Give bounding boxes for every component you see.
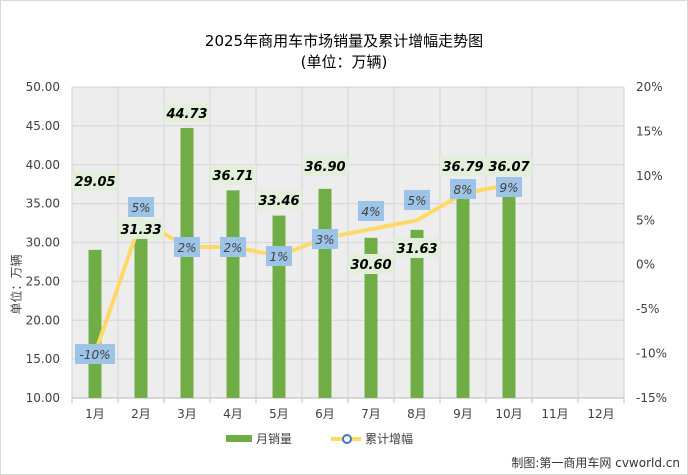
line-data-labels: -10% 5% 2% 2% 1% 3% 4% 5% 8% 9%: [75, 177, 522, 364]
line-label-box: [220, 237, 246, 257]
line-label-box: [75, 344, 115, 364]
y-axis-left: 50.00 45.00 40.00 35.00 30.00 25.00 20.00 15.00…: [26, 80, 60, 405]
line-label-box: [266, 246, 292, 266]
bar: [88, 249, 102, 398]
bar: [456, 189, 470, 398]
bar: [134, 232, 148, 398]
y2-tick-label: 5%: [636, 213, 655, 227]
y2-tick-label: -5%: [636, 302, 659, 316]
line-label-box: [450, 179, 476, 199]
legend-item-bar: 月销量: [226, 430, 292, 447]
bar: [272, 215, 286, 398]
y-tick-label: 35.00: [26, 197, 60, 211]
bar-label-box: [256, 190, 302, 210]
x-tick-label: 11月: [541, 407, 568, 421]
y-tick-label: 30.00: [26, 236, 60, 250]
line-label-box: [496, 177, 522, 197]
y-tick-label: 10.00: [26, 391, 60, 405]
bar-label-box: [348, 254, 394, 274]
bar-label-box: [164, 103, 210, 123]
line-value-label: 5%: [131, 201, 150, 215]
bar-value-label: 33.46: [258, 194, 299, 209]
bar-value-label: 44.73: [165, 107, 207, 122]
bar-swatch-icon: [226, 435, 252, 442]
y-tick-label: 25.00: [26, 274, 60, 288]
bar-value-label: 36.79: [442, 160, 483, 175]
bar-value-label: 36.71: [212, 169, 253, 184]
line-label-box: [128, 197, 154, 217]
line-value-label: 4%: [361, 205, 380, 219]
line-label-box: [404, 190, 430, 210]
y-tick-label: 50.00: [26, 80, 60, 94]
bar-label-box: [118, 219, 164, 239]
line-value-label: 9%: [499, 181, 518, 195]
y-axis-right: 20% 15% 10% 5% 0% -5% -10% -15%: [636, 80, 667, 405]
bar-value-label: 31.63: [396, 242, 437, 257]
bar-label-box: [486, 156, 532, 176]
x-tick-label: 6月: [315, 407, 335, 421]
line-value-label: 2%: [223, 241, 242, 255]
bar-value-label: 36.07: [488, 160, 530, 175]
y2-tick-label: -10%: [636, 347, 667, 361]
chart-credit: 制图:第一商用车网 cvworld.cn: [511, 456, 680, 470]
bar-value-label: 31.33: [120, 223, 161, 238]
legend-line-label: 累计增幅: [365, 432, 414, 446]
bar: [410, 229, 424, 398]
legend-bar-label: 月销量: [256, 432, 293, 446]
line-value-label: 3%: [315, 233, 334, 247]
bar-data-labels: 29.05 31.33 44.73 36.71 33.46 36.90 30.60 31.63…: [72, 103, 532, 274]
line-marker-icon: [331, 433, 361, 444]
bar-label-box: [302, 156, 348, 176]
bar: [502, 195, 516, 398]
x-tick-label: 12月: [587, 407, 614, 421]
x-tick-label: 2月: [131, 407, 151, 421]
line-value-label: 8%: [453, 183, 472, 197]
y2-tick-label: -15%: [636, 391, 667, 405]
bar-value-label: 30.60: [350, 258, 391, 273]
line-value-label: 2%: [177, 241, 196, 255]
x-tick-label: 8月: [407, 407, 427, 421]
line-label-box: [174, 237, 200, 257]
line-value-label: 1%: [269, 250, 288, 264]
y2-tick-label: 10%: [636, 169, 663, 183]
legend: 月销量 累计增幅: [0, 430, 688, 448]
bar-label-box: [394, 238, 440, 258]
x-tick-label: 4月: [223, 407, 243, 421]
x-tick-label: 10月: [495, 407, 522, 421]
bar: [180, 127, 194, 399]
line-value-label: 5%: [407, 194, 426, 208]
y2-tick-label: 20%: [636, 80, 663, 94]
x-tick-label: 7月: [361, 407, 381, 421]
bar-label-box: [72, 171, 118, 191]
x-tick-label: 9月: [453, 407, 473, 421]
bar: [318, 188, 332, 398]
x-tick-label: 1月: [85, 407, 105, 421]
y-tick-label: 15.00: [26, 352, 60, 366]
x-axis: 1月 2月 3月 4月 5月 6月 7月 8月 9月 10月 11月 12月: [71, 397, 625, 421]
y-tick-label: 45.00: [26, 119, 60, 133]
y-tick-label: 20.00: [26, 313, 60, 327]
bar-value-label: 29.05: [74, 175, 115, 190]
y-tick-label: 40.00: [26, 158, 60, 172]
line-label-box: [358, 201, 384, 221]
line-label-box: [312, 229, 338, 249]
bar-label-box: [210, 165, 256, 185]
y2-tick-label: 15%: [636, 124, 663, 138]
x-tick-label: 3月: [177, 407, 197, 421]
y2-tick-label: 0%: [636, 258, 655, 272]
bar-label-box: [440, 156, 486, 176]
legend-item-line: 累计增幅: [331, 430, 413, 447]
x-tick-label: 5月: [269, 407, 289, 421]
chart-subtitle: (单位：万辆): [300, 53, 388, 71]
line-value-label: -10%: [79, 348, 110, 362]
bar-value-label: 36.90: [304, 160, 345, 175]
bar: [226, 190, 240, 398]
bar: [364, 237, 378, 398]
chart-title: 2025年商用车市场销量及累计增幅走势图: [204, 32, 484, 50]
